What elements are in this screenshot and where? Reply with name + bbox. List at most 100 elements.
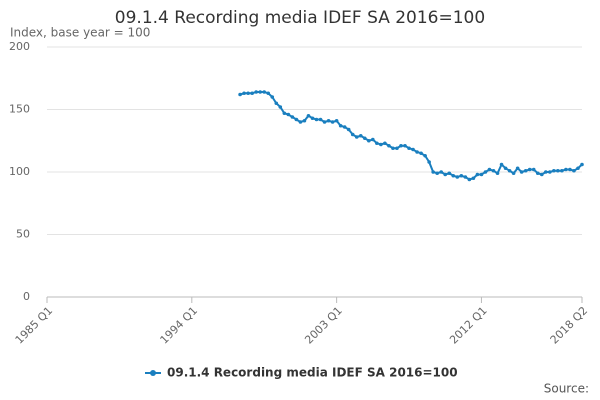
data-point [527,167,532,172]
data-point [560,168,564,173]
data-point [564,167,568,172]
data-point [451,173,456,178]
data-point [354,135,359,139]
data-point [515,166,520,171]
data-point [322,120,327,124]
data-point [334,118,339,123]
data-point [326,118,331,123]
data-point [435,171,439,176]
data-point [576,166,580,171]
data-point [367,138,371,143]
y-tick-label: 150 [9,103,30,116]
data-point [447,171,452,176]
data-point [427,160,431,164]
data-point [270,95,275,99]
data-point [467,177,472,182]
y-tick-label: 200 [9,40,30,53]
data-point [487,167,492,172]
y-tick-label: 0 [23,290,30,303]
data-point [346,127,351,132]
data-point [238,92,242,97]
data-point [556,168,560,173]
x-tick-label: 2012 Q1 [447,304,490,347]
data-point [523,168,528,173]
data-point [491,168,496,173]
data-point [568,167,572,172]
data-point [411,147,415,152]
data-point [395,146,399,151]
data-point [507,168,512,173]
data-point [318,117,323,122]
y-tick-label: 100 [9,165,30,178]
data-point [286,112,291,117]
chart-title: 09.1.4 Recording media IDEF SA 2016=100 [115,8,485,28]
data-point [495,171,500,176]
data-point [375,141,379,146]
data-point [302,118,307,123]
data-point [419,151,423,156]
data-point [403,143,407,148]
data-point [278,105,283,109]
x-tick-label: 2003 Q1 [302,304,345,347]
data-point [503,166,508,171]
data-point [423,153,427,158]
data-point [407,146,411,151]
data-point [314,117,319,122]
data-point [519,170,524,174]
data-point [246,91,250,96]
data-point [338,123,343,128]
data-point [455,175,460,179]
data-point [250,91,254,96]
data-point [511,171,516,176]
data-point [330,120,335,124]
data-point [258,90,262,94]
data-point [552,168,556,173]
data-point [463,175,468,179]
data-point [548,170,552,174]
y-tick-label: 50 [16,228,30,241]
data-point [266,91,271,96]
data-point [254,90,258,94]
data-point [499,162,504,167]
data-point [431,170,435,174]
chart-subtitle: Index, base year = 100 [10,26,150,40]
data-point [358,133,363,138]
data-point [298,120,303,124]
data-point [290,115,295,119]
data-point [362,136,367,141]
data-point [443,172,448,177]
data-point [479,172,484,177]
data-point [306,113,311,118]
data-point [383,141,387,146]
data-point [580,162,584,167]
series-line [239,91,583,181]
data-point [415,150,419,154]
data-point [342,125,347,129]
data-point [391,146,395,151]
data-point [531,167,536,172]
data-point [399,143,403,148]
data-point [242,91,246,96]
data-point [310,116,315,121]
data-point [471,176,476,181]
legend-marker [150,370,156,376]
data-point [572,168,576,173]
data-point [543,170,548,174]
data-point [262,90,267,94]
data-point [387,143,391,148]
data-point [535,171,540,176]
data-point [294,117,299,122]
data-point [371,137,375,142]
data-point [439,170,444,174]
data-point [539,172,544,177]
x-tick-label: 1994 Q1 [158,304,201,347]
data-point [379,142,383,147]
legend-label: 09.1.4 Recording media IDEF SA 2016=100 [167,366,458,380]
x-tick-label: 1985 Q1 [13,304,56,347]
data-point [282,111,287,116]
data-point [459,173,464,178]
data-point [483,170,488,174]
source: Source: [544,382,589,396]
data-point [350,132,355,137]
